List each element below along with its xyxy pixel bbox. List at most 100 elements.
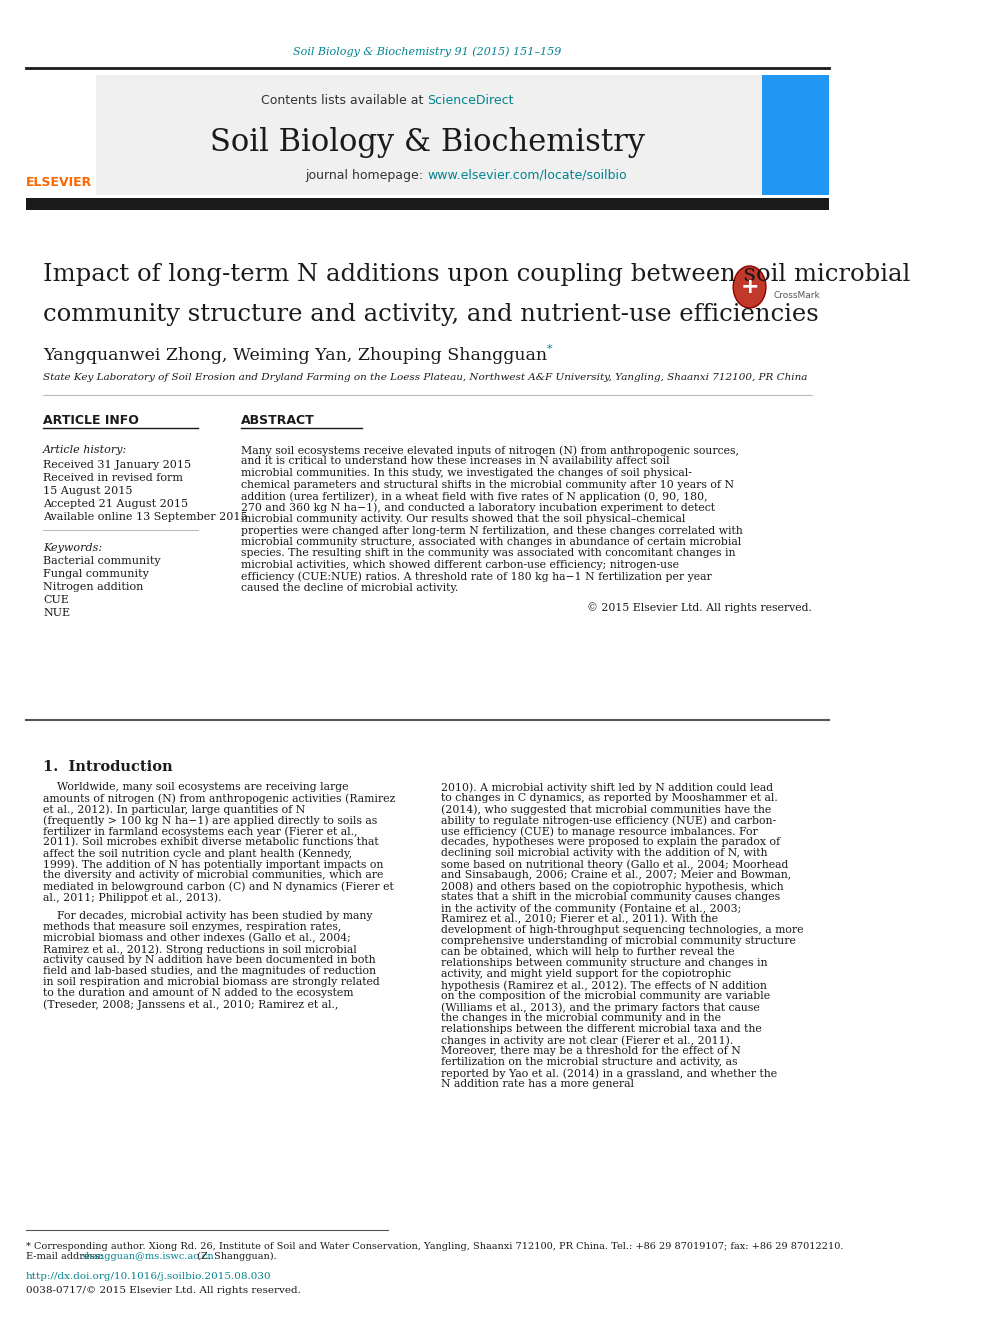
Text: activity, and might yield support for the copiotrophic: activity, and might yield support for th… (441, 968, 731, 979)
Text: and it is critical to understand how these increases in N availability affect so: and it is critical to understand how the… (241, 456, 670, 467)
Text: relationships between community structure and changes in: relationships between community structur… (441, 958, 768, 968)
Text: ability to regulate nitrogen-use efficiency (NUE) and carbon-: ability to regulate nitrogen-use efficie… (441, 815, 777, 826)
FancyBboxPatch shape (26, 75, 96, 194)
Text: 0038-0717/© 2015 Elsevier Ltd. All rights reserved.: 0038-0717/© 2015 Elsevier Ltd. All right… (26, 1286, 301, 1295)
Text: activity caused by N addition have been documented in both: activity caused by N addition have been … (43, 955, 376, 964)
Text: species. The resulting shift in the community was associated with concomitant ch: species. The resulting shift in the comm… (241, 549, 736, 558)
Text: al., 2011; Philippot et al., 2013).: al., 2011; Philippot et al., 2013). (43, 892, 221, 902)
Text: fertilization on the microbial structure and activity, as: fertilization on the microbial structure… (441, 1057, 738, 1068)
Text: the diversity and activity of microbial communities, which are: the diversity and activity of microbial … (43, 871, 384, 880)
Text: microbial biomass and other indexes (Gallo et al., 2004;: microbial biomass and other indexes (Gal… (43, 933, 351, 943)
Text: (2014), who suggested that microbial communities have the: (2014), who suggested that microbial com… (441, 804, 772, 815)
Text: Received 31 January 2015: Received 31 January 2015 (43, 460, 191, 470)
Text: microbial communities. In this study, we investigated the changes of soil physic: microbial communities. In this study, we… (241, 468, 692, 478)
Text: (Treseder, 2008; Janssens et al., 2010; Ramirez et al.,: (Treseder, 2008; Janssens et al., 2010; … (43, 999, 338, 1009)
Text: in soil respiration and microbial biomass are strongly related: in soil respiration and microbial biomas… (43, 976, 380, 987)
Text: amounts of nitrogen (N) from anthropogenic activities (Ramirez: amounts of nitrogen (N) from anthropogen… (43, 792, 396, 803)
Text: E-mail address:: E-mail address: (26, 1252, 106, 1261)
Text: to changes in C dynamics, as reported by Mooshammer et al.: to changes in C dynamics, as reported by… (441, 792, 778, 803)
Text: mediated in belowground carbon (C) and N dynamics (Fierer et: mediated in belowground carbon (C) and N… (43, 881, 394, 892)
Text: ELSEVIER: ELSEVIER (27, 176, 92, 189)
Text: Article history:: Article history: (43, 445, 127, 455)
Bar (26, 198, 829, 210)
Text: and Sinsabaugh, 2006; Craine et al., 2007; Meier and Bowman,: and Sinsabaugh, 2006; Craine et al., 200… (441, 871, 792, 880)
Text: caused the decline of microbial activity.: caused the decline of microbial activity… (241, 583, 458, 593)
Text: changes in activity are not clear (Fierer et al., 2011).: changes in activity are not clear (Fiere… (441, 1035, 733, 1045)
Text: NUE: NUE (43, 609, 70, 618)
Text: (frequently > 100 kg N ha−1) are applied directly to soils as: (frequently > 100 kg N ha−1) are applied… (43, 815, 377, 826)
Text: in the activity of the community (Fontaine et al., 2003;: in the activity of the community (Fontai… (441, 904, 741, 914)
Text: ABSTRACT: ABSTRACT (241, 414, 315, 426)
Text: development of high-throughput sequencing technologies, a more: development of high-throughput sequencin… (441, 925, 804, 935)
Text: * Corresponding author. Xiong Rd. 26, Institute of Soil and Water Conservation, : * Corresponding author. Xiong Rd. 26, In… (26, 1242, 843, 1252)
Text: (Z. Shangguan).: (Z. Shangguan). (193, 1252, 277, 1261)
Text: chemical parameters and structural shifts in the microbial community after 10 ye: chemical parameters and structural shift… (241, 479, 734, 490)
Text: (Williams et al., 2013), and the primary factors that cause: (Williams et al., 2013), and the primary… (441, 1002, 760, 1012)
Text: journal homepage:: journal homepage: (306, 168, 428, 181)
Text: microbial community activity. Our results showed that the soil physical–chemical: microbial community activity. Our result… (241, 515, 685, 524)
Text: shangguan@ms.iswc.ac.cn: shangguan@ms.iswc.ac.cn (82, 1252, 214, 1261)
Text: +: + (740, 277, 759, 296)
Text: 2011). Soil microbes exhibit diverse metabolic functions that: 2011). Soil microbes exhibit diverse met… (43, 837, 379, 847)
Text: microbial community structure, associated with changes in abundance of certain m: microbial community structure, associate… (241, 537, 741, 546)
Text: efficiency (CUE:NUE) ratios. A threshold rate of 180 kg ha−1 N fertilization per: efficiency (CUE:NUE) ratios. A threshold… (241, 572, 712, 582)
Text: et al., 2012). In particular, large quantities of N: et al., 2012). In particular, large quan… (43, 804, 306, 815)
Text: © 2015 Elsevier Ltd. All rights reserved.: © 2015 Elsevier Ltd. All rights reserved… (586, 602, 811, 614)
Text: 1.  Introduction: 1. Introduction (43, 759, 173, 774)
Text: 2010). A microbial activity shift led by N addition could lead: 2010). A microbial activity shift led by… (441, 782, 773, 792)
Text: N addition rate has a more general: N addition rate has a more general (441, 1080, 634, 1089)
FancyBboxPatch shape (762, 75, 829, 194)
Text: State Key Laboratory of Soil Erosion and Dryland Farming on the Loess Plateau, N: State Key Laboratory of Soil Erosion and… (43, 373, 807, 382)
Text: use efficiency (CUE) to manage resource imbalances. For: use efficiency (CUE) to manage resource … (441, 826, 758, 836)
Ellipse shape (733, 266, 766, 308)
Text: hypothesis (Ramirez et al., 2012). The effects of N addition: hypothesis (Ramirez et al., 2012). The e… (441, 980, 767, 991)
Text: affect the soil nutrition cycle and plant health (Kennedy,: affect the soil nutrition cycle and plan… (43, 848, 352, 859)
Text: Worldwide, many soil ecosystems are receiving large: Worldwide, many soil ecosystems are rece… (43, 782, 348, 792)
Text: CUE: CUE (43, 595, 69, 605)
Text: 2008) and others based on the copiotrophic hypothesis, which: 2008) and others based on the copiotroph… (441, 881, 784, 892)
Text: Soil Biology & Biochemistry: Soil Biology & Biochemistry (210, 127, 645, 157)
Text: www.elsevier.com/locate/soilbio: www.elsevier.com/locate/soilbio (428, 168, 627, 181)
Text: ARTICLE INFO: ARTICLE INFO (43, 414, 139, 426)
Text: Yangquanwei Zhong, Weiming Yan, Zhouping Shangguan: Yangquanwei Zhong, Weiming Yan, Zhouping… (43, 347, 548, 364)
Text: relationships between the different microbial taxa and the: relationships between the different micr… (441, 1024, 762, 1035)
Text: to the duration and amount of N added to the ecosystem: to the duration and amount of N added to… (43, 988, 353, 998)
Text: microbial activities, which showed different carbon-use efficiency; nitrogen-use: microbial activities, which showed diffe… (241, 560, 680, 570)
Text: Accepted 21 August 2015: Accepted 21 August 2015 (43, 499, 188, 509)
Text: Many soil ecosystems receive elevated inputs of nitrogen (N) from anthropogenic : Many soil ecosystems receive elevated in… (241, 445, 739, 455)
Text: the changes in the microbial community and in the: the changes in the microbial community a… (441, 1013, 721, 1023)
Text: Nitrogen addition: Nitrogen addition (43, 582, 144, 591)
Text: Bacterial community: Bacterial community (43, 556, 161, 566)
Text: declining soil microbial activity with the addition of N, with: declining soil microbial activity with t… (441, 848, 768, 859)
Text: Keywords:: Keywords: (43, 542, 102, 553)
Text: reported by Yao et al. (2014) in a grassland, and whether the: reported by Yao et al. (2014) in a grass… (441, 1068, 778, 1078)
Text: Available online 13 September 2015: Available online 13 September 2015 (43, 512, 248, 523)
Text: http://dx.doi.org/10.1016/j.soilbio.2015.08.030: http://dx.doi.org/10.1016/j.soilbio.2015… (26, 1271, 272, 1281)
Text: states that a shift in the microbial community causes changes: states that a shift in the microbial com… (441, 892, 781, 902)
Text: Contents lists available at: Contents lists available at (261, 94, 428, 106)
Text: community structure and activity, and nutrient-use efficiencies: community structure and activity, and nu… (43, 303, 818, 327)
Text: *: * (548, 344, 553, 355)
Text: decades, hypotheses were proposed to explain the paradox of: decades, hypotheses were proposed to exp… (441, 837, 781, 847)
Text: Ramirez et al., 2012). Strong reductions in soil microbial: Ramirez et al., 2012). Strong reductions… (43, 945, 357, 955)
Text: CrossMark: CrossMark (774, 291, 820, 299)
Text: ScienceDirect: ScienceDirect (428, 94, 514, 106)
Text: Fungal community: Fungal community (43, 569, 149, 579)
Text: field and lab-based studies, and the magnitudes of reduction: field and lab-based studies, and the mag… (43, 966, 376, 976)
Text: 15 August 2015: 15 August 2015 (43, 486, 133, 496)
Text: properties were changed after long-term N fertilization, and these changes corre: properties were changed after long-term … (241, 525, 743, 536)
Text: Soil Biology & Biochemistry 91 (2015) 151–159: Soil Biology & Biochemistry 91 (2015) 15… (294, 46, 561, 57)
Text: For decades, microbial activity has been studied by many: For decades, microbial activity has been… (43, 912, 373, 921)
Text: comprehensive understanding of microbial community structure: comprehensive understanding of microbial… (441, 935, 796, 946)
Text: some based on nutritional theory (Gallo et al., 2004; Moorhead: some based on nutritional theory (Gallo … (441, 859, 789, 869)
Text: 270 and 360 kg N ha−1), and conducted a laboratory incubation experiment to dete: 270 and 360 kg N ha−1), and conducted a … (241, 503, 715, 513)
Text: Impact of long-term N additions upon coupling between soil microbial: Impact of long-term N additions upon cou… (43, 263, 911, 287)
Text: Received in revised form: Received in revised form (43, 474, 184, 483)
Text: addition (urea fertilizer), in a wheat field with five rates of N application (0: addition (urea fertilizer), in a wheat f… (241, 491, 708, 501)
Text: 1999). The addition of N has potentially important impacts on: 1999). The addition of N has potentially… (43, 859, 384, 869)
Text: on the composition of the microbial community are variable: on the composition of the microbial comm… (441, 991, 770, 1002)
FancyBboxPatch shape (67, 75, 762, 194)
Text: Moreover, there may be a threshold for the effect of N: Moreover, there may be a threshold for t… (441, 1046, 741, 1056)
Text: can be obtained, which will help to further reveal the: can be obtained, which will help to furt… (441, 947, 735, 957)
Text: fertilizer in farmland ecosystems each year (Fierer et al.,: fertilizer in farmland ecosystems each y… (43, 826, 357, 836)
